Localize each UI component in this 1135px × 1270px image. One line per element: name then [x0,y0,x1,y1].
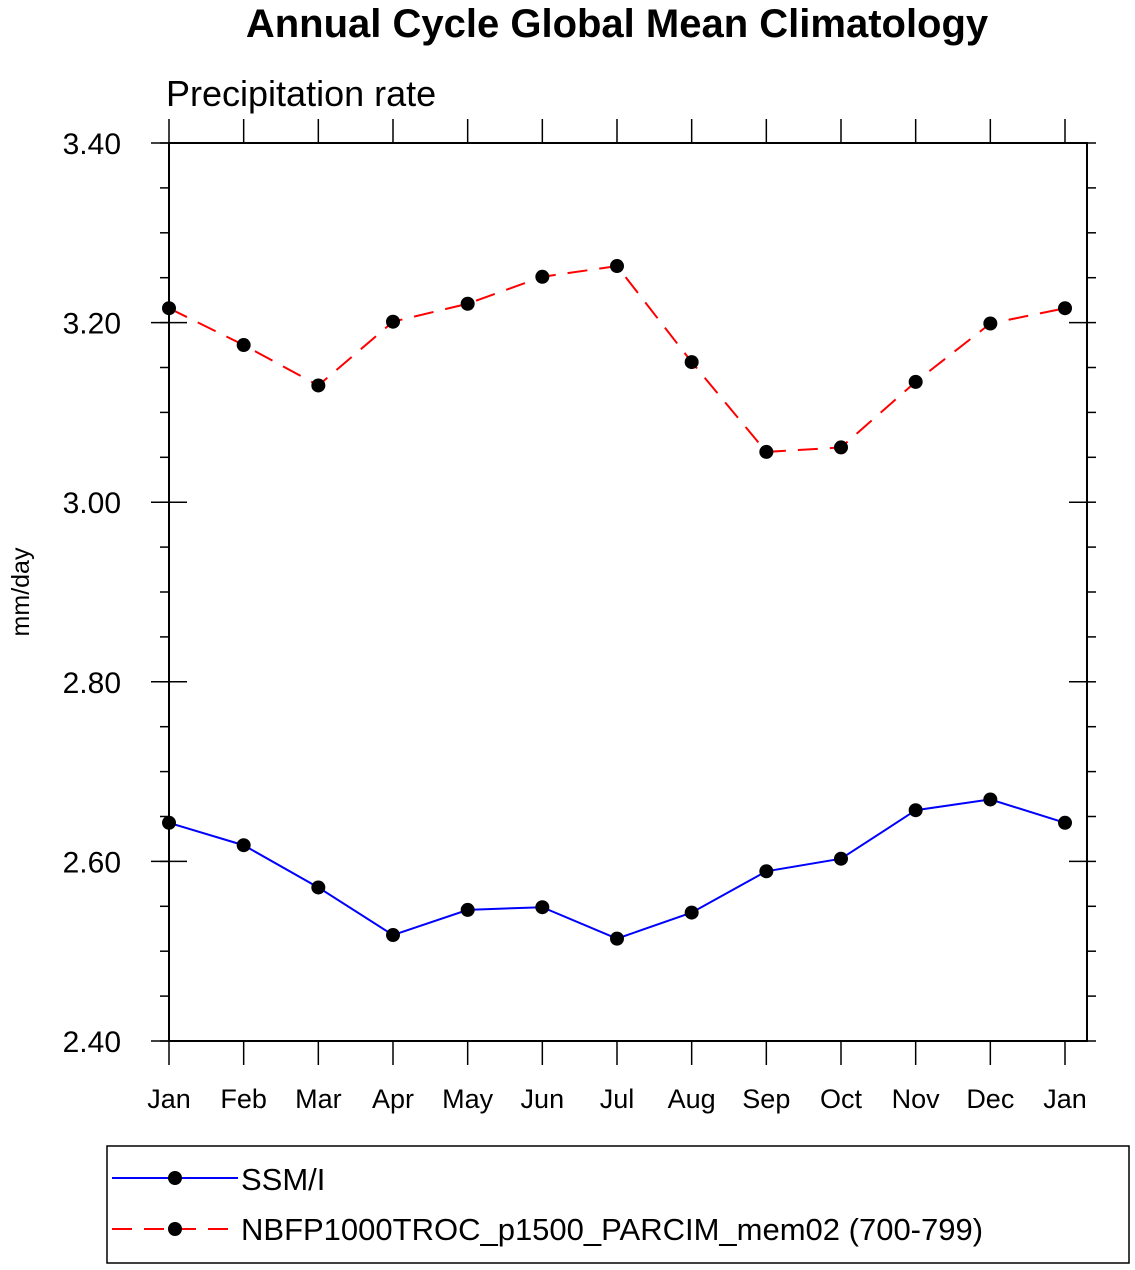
x-tick-label: May [442,1084,494,1114]
y-tick-label: 3.00 [63,487,121,520]
series-1-point [460,296,475,311]
chart-subtitle: Precipitation rate [166,73,436,114]
series-0-point [236,838,251,853]
x-tick-label: Feb [220,1084,267,1114]
series-1-point [610,259,624,274]
y-tick-label: 2.40 [63,1026,121,1059]
legend-label-model: NBFP1000TROC_p1500_PARCIM_mem02 (700-799… [241,1212,983,1247]
series-0-point [1058,815,1072,830]
series-1-point [1058,301,1072,316]
y-tick-label: 3.40 [63,128,121,161]
x-tick-label: Jun [521,1084,565,1114]
series-1-point [983,316,998,331]
series-1-point [236,338,251,353]
legend-box [106,1145,1130,1264]
series-0-point [460,902,475,917]
series-0-point [684,905,699,920]
series-1-point [386,314,400,329]
x-tick-label: Dec [966,1084,1014,1114]
x-tick-label: Jan [1043,1084,1087,1114]
x-tick-label: Nov [892,1084,941,1114]
series-0-point [759,864,774,879]
series-1-point [834,440,848,455]
legend-marker-model [168,1222,182,1236]
x-tick-label: Jan [147,1084,191,1114]
series [162,259,1072,946]
series-0-point [610,931,624,946]
x-tick-label: Apr [372,1084,414,1114]
y-tick-label: 2.60 [63,846,121,879]
chart-title: Annual Cycle Global Mean Climatology [246,2,989,46]
y-axis-label: mm/day [7,547,35,636]
x-tick-label: Mar [295,1084,342,1114]
legend: SSM/I NBFP1000TROC_p1500_PARCIM_mem02 (7… [106,1145,1130,1264]
series-1-point [684,355,699,370]
legend-marker-ssmi [168,1171,182,1185]
x-tick-label: Jul [600,1084,635,1114]
series-line-1 [168,264,1066,453]
series-1-point [535,269,550,284]
series-0-point [908,803,923,818]
series-0-point [311,880,326,895]
y-tick-label: 2.80 [63,667,121,700]
x-tick-label: Aug [668,1084,716,1114]
legend-label-ssmi: SSM/I [241,1162,325,1197]
axis-ticks [151,119,1096,1065]
tick-labels: 2.40 2.60 2.80 3.00 3.20 3.40 Jan Feb Mar Apr May J… [63,128,1087,1114]
series-0-point [834,851,848,866]
series-0-point [386,928,400,943]
x-tick-label: Oct [820,1084,863,1114]
series-1-point [759,444,774,459]
series-line-0 [168,798,1066,940]
x-tick-label: Sep [742,1084,790,1114]
series-0-point [983,792,998,807]
series-0-point [535,900,550,915]
y-tick-label: 3.20 [63,308,121,341]
series-1-point [908,374,923,389]
series-1-point [311,378,326,393]
plot-frame [168,142,1088,1042]
